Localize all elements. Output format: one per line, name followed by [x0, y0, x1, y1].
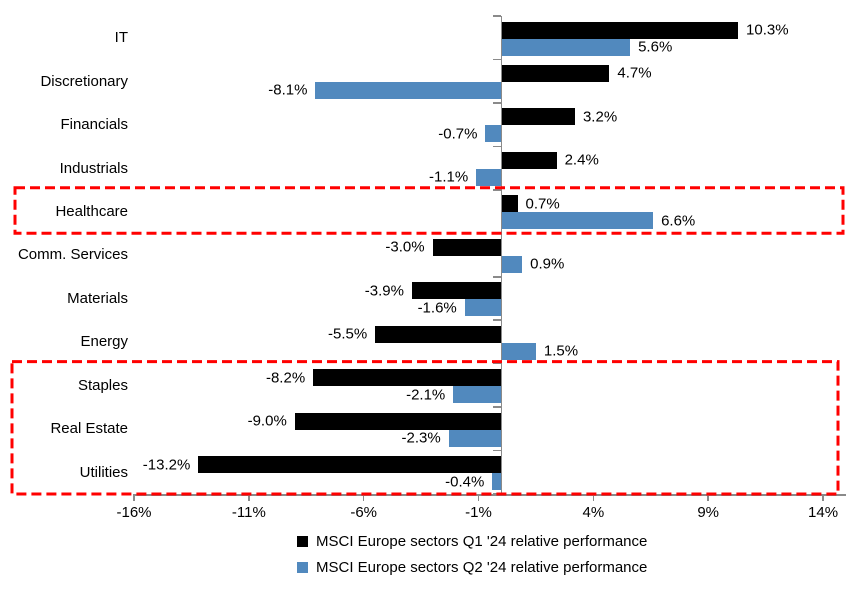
q1-value-label: 3.2%	[582, 108, 618, 126]
q1-bar	[501, 108, 575, 126]
q1-value-label: -5.5%	[327, 325, 368, 343]
x-axis-tick	[592, 494, 595, 501]
q1-bar	[501, 195, 518, 213]
y-axis-tick	[493, 319, 502, 321]
q1-value-label: -3.9%	[364, 282, 404, 300]
q2-bar	[453, 386, 502, 404]
q1-value-label: -3.0%	[385, 238, 425, 256]
q1-value-label: 4.7%	[617, 64, 652, 82]
q2-value-label: 6.6%	[661, 212, 696, 230]
legend-item-q1: MSCI Europe sectors Q1 '24 relative perf…	[297, 533, 647, 550]
q1-bar	[198, 456, 502, 474]
legend: MSCI Europe sectors Q1 '24 relative perf…	[297, 533, 647, 576]
x-axis-tick-label: -16%	[116, 504, 152, 521]
q2-bar	[485, 125, 502, 143]
category-label: Comm. Services	[17, 246, 128, 264]
q1-value-label: -13.2%	[142, 456, 191, 474]
x-axis-tick-label: 14%	[808, 504, 839, 521]
q1-bar	[375, 325, 502, 343]
q1-bar	[432, 238, 502, 256]
q2-bar	[315, 81, 502, 99]
category-label: Utilities	[79, 463, 128, 481]
y-axis-tick	[493, 232, 502, 235]
x-axis-tick	[477, 494, 480, 501]
y-axis-tick	[493, 58, 502, 61]
y-axis-tick	[493, 493, 502, 495]
q2-value-label: 1.5%	[543, 342, 579, 360]
q2-value-label: -2.3%	[401, 429, 441, 447]
x-axis-tick	[707, 494, 709, 501]
q1-value-label: 10.3%	[746, 21, 789, 39]
q2-value-label: -2.1%	[406, 386, 446, 404]
category-label: Healthcare	[55, 203, 128, 221]
q2-value-label: 5.6%	[638, 38, 673, 56]
q2-bar	[501, 38, 631, 56]
q1-value-label: 0.7%	[525, 195, 560, 213]
x-axis-tick-label: -11%	[231, 504, 266, 521]
q2-bar	[476, 168, 502, 186]
q2-value-label: -1.1%	[429, 168, 469, 186]
category-label: Discretionary	[40, 72, 128, 90]
q2-bar	[501, 212, 654, 230]
x-axis-tick	[362, 494, 365, 501]
y-axis-tick	[493, 145, 502, 148]
category-label: IT	[114, 29, 128, 47]
category-label: Industrials	[59, 159, 128, 177]
q1-value-label: -8.2%	[265, 369, 306, 387]
q2-value-label: -8.1%	[268, 81, 308, 99]
q1-value-label: 2.4%	[564, 151, 599, 169]
y-axis-tick	[493, 189, 502, 191]
legend-item-q2: MSCI Europe sectors Q2 '24 relative perf…	[297, 559, 647, 576]
q2-bar	[501, 342, 536, 360]
q2-bar	[464, 299, 502, 317]
q2-legend-label: MSCI Europe sectors Q2 '24 relative perf…	[316, 559, 648, 576]
q1-bar	[501, 21, 739, 39]
x-axis-tick	[133, 494, 135, 501]
q1-bar	[411, 282, 502, 300]
category-label: Energy	[80, 333, 128, 351]
x-axis-tick-label: 9%	[697, 504, 720, 521]
x-axis-tick-label: -1%	[465, 504, 492, 521]
q2-value-label: -1.6%	[417, 299, 457, 317]
q2-value-label: -0.4%	[445, 473, 485, 491]
y-axis-line	[500, 16, 503, 494]
x-axis-tick-label: -6%	[350, 504, 378, 521]
x-axis-tick-label: 4%	[582, 504, 605, 521]
y-axis-tick	[493, 449, 502, 452]
y-axis-tick	[493, 406, 502, 408]
q1-bar	[501, 151, 557, 169]
q1-legend-swatch-icon	[297, 536, 308, 547]
q1-legend-label: MSCI Europe sectors Q1 '24 relative perf…	[316, 533, 648, 550]
y-axis-tick	[493, 276, 502, 278]
q2-value-label: -0.7%	[438, 125, 478, 143]
q1-bar	[313, 369, 502, 387]
q2-bar	[448, 429, 502, 447]
q2-bar	[501, 255, 523, 273]
q2-legend-swatch-icon	[297, 562, 308, 573]
category-label: Staples	[77, 376, 128, 394]
x-axis-tick	[248, 494, 250, 501]
q1-value-label: -9.0%	[247, 412, 287, 430]
y-axis-tick	[493, 362, 502, 365]
x-axis-line	[134, 494, 846, 496]
q1-bar	[294, 412, 502, 430]
x-axis-tick	[822, 494, 824, 501]
q2-value-label: 0.9%	[530, 255, 565, 273]
y-axis-tick	[493, 15, 502, 17]
q1-bar	[501, 64, 610, 82]
category-label: Financials	[60, 116, 128, 134]
category-label: Materials	[67, 289, 128, 307]
y-axis-tick	[493, 102, 502, 104]
category-label: Real Estate	[50, 420, 128, 438]
